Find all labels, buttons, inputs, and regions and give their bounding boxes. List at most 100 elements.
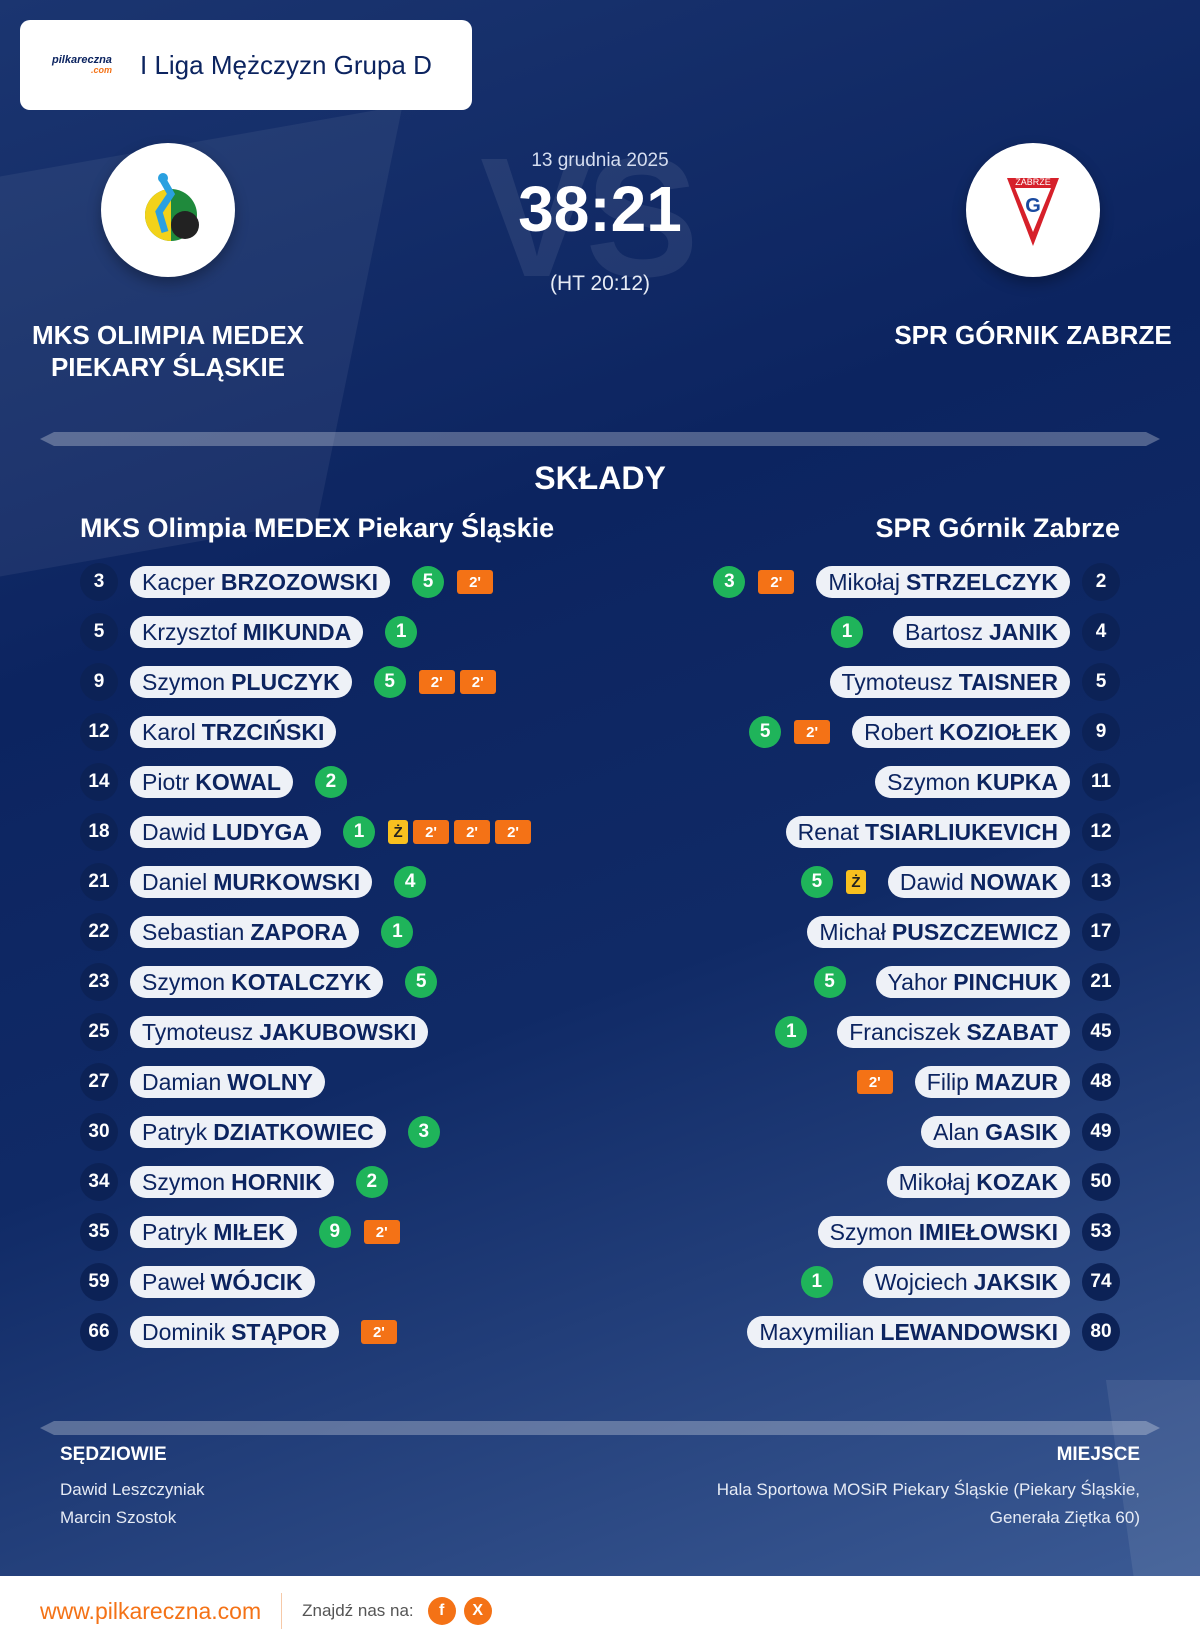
player-name[interactable]: Mikołaj KOZAK — [886, 1166, 1070, 1198]
x-icon[interactable]: X — [463, 1597, 492, 1625]
player-name[interactable]: Daniel MURKOWSKI — [130, 866, 373, 898]
player-row: 74 Wojciech JAKSIK 1 — [560, 1257, 1120, 1307]
find-us-label: Znajdź nas na: — [302, 1601, 414, 1620]
yellow-card-badge: Ż — [845, 870, 866, 894]
player-name[interactable]: Szymon KUPKA — [875, 766, 1070, 798]
shirt-number: 18 — [80, 813, 118, 851]
player-row: 45 Franciszek SZABAT 1 — [560, 1007, 1120, 1057]
website-link[interactable]: www.pilkareczna.com — [40, 1593, 283, 1629]
player-row: 3 Kacper BRZOZOWSKI 5 2' — [80, 557, 640, 607]
player-name[interactable]: Piotr KOWAL — [130, 766, 293, 798]
last-name: WOLNY — [227, 1068, 313, 1095]
first-name: Szymon — [142, 668, 226, 695]
player-name[interactable]: Patryk MIŁEK — [130, 1216, 297, 1248]
player-name[interactable]: Renat TSIARLIUKEVICH — [785, 816, 1070, 848]
player-name[interactable]: Sebastian ZAPORA — [130, 916, 360, 948]
player-name[interactable]: Alan GASIK — [921, 1116, 1070, 1148]
player-events: 3 2' — [713, 566, 795, 598]
player-name[interactable]: Krzysztof MIKUNDA — [130, 616, 364, 648]
shirt-number: 2 — [1082, 563, 1120, 601]
last-name: PLUCZYK — [231, 668, 340, 695]
shirt-number: 30 — [80, 1113, 118, 1151]
player-row: 66 Dominik STĄPOR 2' — [80, 1307, 640, 1357]
last-name: ZAPORA — [250, 918, 348, 945]
player-name[interactable]: Damian WOLNY — [130, 1066, 325, 1098]
shirt-number: 21 — [80, 863, 118, 901]
last-name: MURKOWSKI — [213, 868, 361, 895]
player-name[interactable]: Dominik STĄPOR — [130, 1316, 339, 1348]
first-name: Dawid — [899, 868, 964, 895]
vs-watermark: VS — [480, 123, 699, 313]
home-crest — [101, 143, 235, 277]
shirt-number: 21 — [1082, 963, 1120, 1001]
last-name: MAZUR — [974, 1068, 1058, 1095]
first-name: Dawid — [142, 818, 206, 845]
player-name[interactable]: Yahor PINCHUK — [875, 966, 1070, 998]
player-name[interactable]: Szymon IMIEŁOWSKI — [817, 1216, 1070, 1248]
player-name[interactable]: Szymon HORNIK — [130, 1166, 334, 1198]
player-name[interactable]: Filip MAZUR — [914, 1066, 1070, 1098]
player-name[interactable]: Franciszek SZABAT — [837, 1016, 1070, 1048]
goals-badge: 5 — [749, 716, 782, 748]
divider — [40, 432, 1160, 446]
goals-badge: 1 — [343, 816, 376, 848]
player-row: 50 Mikołaj KOZAK — [560, 1157, 1120, 1207]
player-name[interactable]: Wojciech JAKSIK — [862, 1266, 1070, 1298]
player-events: 2' — [856, 1070, 893, 1094]
player-name[interactable]: Patryk DZIATKOWIEC — [130, 1116, 386, 1148]
player-name[interactable]: Dawid NOWAK — [887, 866, 1070, 898]
halftime-score: (HT 20:12) — [550, 272, 650, 295]
goals-badge: 5 — [405, 966, 438, 998]
last-name: WÓJCIK — [210, 1268, 303, 1295]
suspension-badge: 2' — [360, 1320, 397, 1344]
shirt-number: 22 — [80, 913, 118, 951]
player-name[interactable]: Robert KOZIOŁEK — [852, 716, 1070, 748]
last-name: PINCHUK — [953, 968, 1058, 995]
player-name[interactable]: Maxymilian LEWANDOWSKI — [747, 1316, 1070, 1348]
first-name: Szymon — [887, 768, 971, 795]
first-name: Maxymilian — [759, 1318, 875, 1345]
player-row: 9 Robert KOZIOŁEK 5 2' — [560, 707, 1120, 757]
first-name: Szymon — [142, 968, 226, 995]
goals-badge: 5 — [373, 666, 406, 698]
player-name[interactable]: Tymoteusz JAKUBOWSKI — [130, 1016, 429, 1048]
player-name[interactable]: Tymoteusz TAISNER — [829, 666, 1070, 698]
first-name: Patryk — [142, 1118, 208, 1145]
last-name: TRZCIŃSKI — [201, 718, 325, 745]
last-name: JAKSIK — [973, 1268, 1058, 1295]
player-name[interactable]: Michał PUSZCZEWICZ — [807, 916, 1070, 948]
shirt-number: 66 — [80, 1313, 118, 1351]
player-events: 1 — [385, 616, 425, 648]
first-name: Dominik — [142, 1318, 226, 1345]
shirt-number: 50 — [1082, 1163, 1120, 1201]
last-name: KUPKA — [976, 768, 1058, 795]
goals-badge: 1 — [831, 616, 863, 648]
player-events: 2 — [355, 1166, 396, 1198]
player-name[interactable]: Paweł WÓJCIK — [130, 1266, 315, 1298]
player-name[interactable]: Dawid LUDYGA — [130, 816, 322, 848]
player-events: 5 2' 2' — [373, 666, 496, 698]
final-score: 38:21 — [518, 173, 682, 245]
player-row: 12 Renat TSIARLIUKEVICH — [560, 807, 1120, 857]
player-name[interactable]: Mikołaj STRZELCZYK — [816, 566, 1070, 598]
league-title: I Liga Mężczyzn Grupa D — [140, 49, 432, 80]
svg-text:G: G — [1025, 195, 1041, 217]
player-name[interactable]: Kacper BRZOZOWSKI — [130, 566, 391, 598]
player-name[interactable]: Szymon PLUCZYK — [130, 666, 352, 698]
suspension-badge: 2' — [454, 820, 491, 844]
player-name[interactable]: Bartosz JANIK — [893, 616, 1070, 648]
last-name: TAISNER — [958, 668, 1058, 695]
shirt-number: 4 — [1082, 613, 1120, 651]
player-name[interactable]: Szymon KOTALCZYK — [130, 966, 384, 998]
shirt-number: 35 — [80, 1213, 118, 1251]
shirt-number: 53 — [1082, 1213, 1120, 1251]
player-row: 4 Bartosz JANIK 1 — [560, 607, 1120, 657]
shirt-number: 17 — [1082, 913, 1120, 951]
player-events: 1 — [831, 616, 871, 648]
suspension-badge: 2' — [418, 670, 455, 694]
match-date: 13 grudnia 2025 — [531, 150, 669, 171]
player-name[interactable]: Karol TRZCIŃSKI — [130, 716, 337, 748]
player-row: 13 Dawid NOWAK 5 Ż — [560, 857, 1120, 907]
facebook-icon[interactable]: f — [427, 1597, 456, 1625]
shirt-number: 27 — [80, 1063, 118, 1101]
